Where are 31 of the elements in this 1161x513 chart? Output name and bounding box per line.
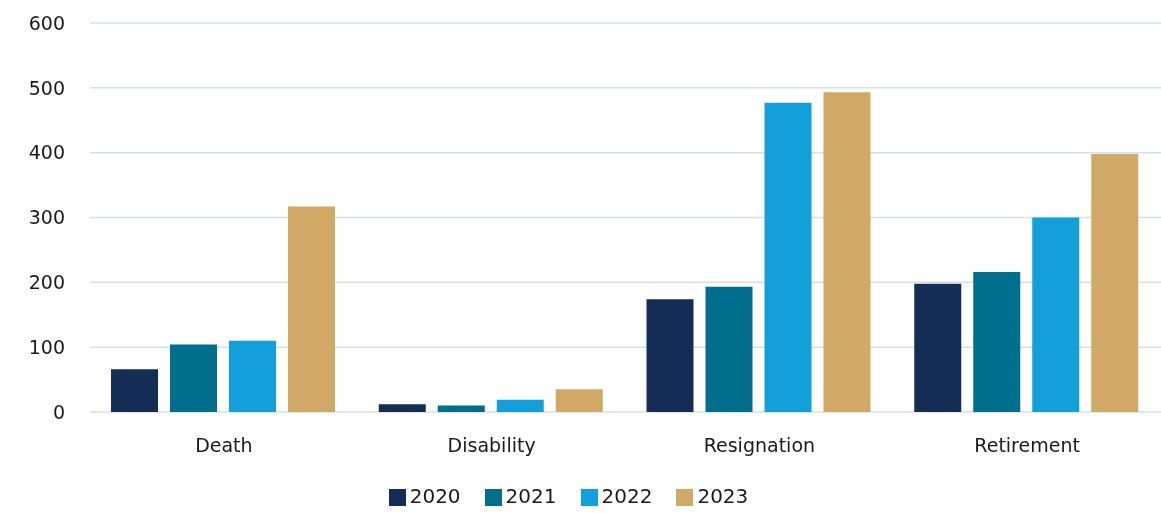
bar xyxy=(170,344,217,412)
y-tick-label: 300 xyxy=(28,206,65,229)
x-tick-label: Resignation xyxy=(703,434,816,457)
x-tick-label: Retirement xyxy=(974,434,1080,457)
y-tick-label: 600 xyxy=(28,11,65,34)
y-tick-label: 400 xyxy=(28,141,65,164)
legend-label: 2020 xyxy=(409,484,461,508)
y-tick-label: 0 xyxy=(52,400,65,423)
x-tick-label: Death xyxy=(195,434,253,457)
bar xyxy=(823,92,871,412)
bar xyxy=(437,405,485,412)
y-tick-label: 200 xyxy=(28,271,65,294)
y-tick-label: 500 xyxy=(28,76,65,99)
bar xyxy=(496,399,544,412)
bar xyxy=(288,206,335,412)
bar xyxy=(705,286,753,412)
bar xyxy=(229,340,276,412)
legend-label: 2022 xyxy=(601,484,653,508)
bar xyxy=(973,271,1021,412)
bar xyxy=(914,283,962,412)
y-tick-label: 100 xyxy=(28,335,65,358)
legend-label: 2021 xyxy=(505,484,557,508)
bar xyxy=(764,102,812,412)
bar xyxy=(1091,153,1139,412)
bar xyxy=(555,389,603,412)
bar xyxy=(378,404,426,412)
bar xyxy=(111,369,158,412)
legend-label: 2023 xyxy=(697,484,749,508)
bar xyxy=(1032,217,1080,412)
x-tick-label: Disability xyxy=(447,434,536,457)
bar xyxy=(646,299,694,412)
